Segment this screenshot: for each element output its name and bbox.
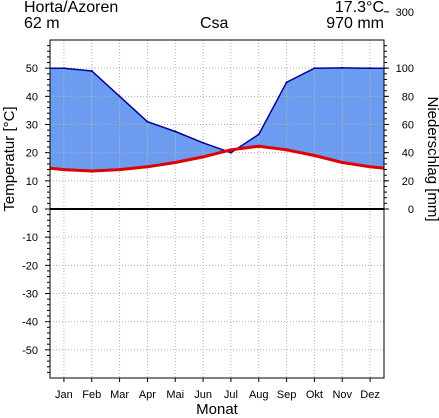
temperature-point [229, 148, 233, 152]
humid-area [63, 68, 92, 171]
temperature-point [368, 165, 372, 169]
month-label: Jun [194, 389, 212, 401]
month-label: Nov [332, 389, 352, 401]
precipitation-point [174, 130, 177, 133]
precipitation-tick-label: 0 [408, 204, 414, 216]
precipitation-point [146, 120, 149, 123]
temperature-point [90, 169, 94, 173]
y-axis-title-left: Temperatur [°C] [1, 106, 18, 211]
humid-area [370, 68, 384, 169]
precipitation-point [118, 95, 121, 98]
humid-area [91, 70, 120, 171]
temperature-point [201, 155, 205, 159]
precipitation-tick-label: 40 [402, 148, 414, 160]
y-axis-title-right: Niederschlag [mm] [424, 96, 439, 221]
humid-area [342, 67, 371, 167]
precipitation-point [313, 67, 316, 70]
temperature-point [285, 148, 289, 152]
temperature-tick-label: -20 [22, 260, 38, 272]
series-lines [49, 66, 385, 173]
precipitation-point [257, 133, 260, 136]
mean-temperature: 17.3°C [334, 0, 384, 16]
temperature-tick-label: -40 [22, 317, 38, 329]
month-label: Okt [306, 389, 323, 401]
area-fills [50, 67, 384, 171]
temperature-tick-label: 40 [26, 91, 38, 103]
precipitation-tick-label: 20 [402, 176, 414, 188]
humid-area [314, 67, 343, 163]
temperature-point [312, 153, 316, 157]
month-label: Jan [55, 389, 73, 401]
station-name: Horta/Azoren [24, 0, 119, 16]
month-label: Jul [224, 389, 238, 401]
temperature-tick-label: 50 [26, 63, 38, 75]
month-label: Feb [82, 389, 101, 401]
x-axis-title: Monat [196, 401, 239, 418]
month-label: Sep [277, 389, 297, 401]
humid-area [147, 121, 176, 167]
temperature-tick-label: 30 [26, 120, 38, 132]
temperature-tick-label: 20 [26, 148, 38, 160]
precipitation-point [62, 67, 65, 70]
precipitation-tick-label: 80 [402, 91, 414, 103]
precipitation-tick-label: 100 [396, 63, 414, 75]
humid-area [119, 96, 148, 170]
temperature-tick-label: -10 [22, 232, 38, 244]
precipitation-point [229, 151, 232, 154]
humid-area [286, 68, 315, 156]
month-label: Mar [110, 389, 129, 401]
month-label: Aug [249, 389, 269, 401]
temperature-tick-label: 0 [32, 204, 38, 216]
temperature-point [118, 168, 122, 172]
temperature-point [62, 168, 66, 172]
temperature-point [340, 161, 344, 165]
station-elevation: 62 m [24, 15, 60, 32]
climate-classification: Csa [200, 15, 229, 32]
temperature-point [173, 161, 177, 165]
precipitation-tick-label: 300 [396, 7, 414, 19]
axes [45, 11, 389, 382]
precipitation-line [50, 67, 384, 154]
humid-area [258, 82, 287, 150]
temperature-tick-label: -30 [22, 289, 38, 301]
precipitation-point [369, 67, 372, 70]
temperature-tick-label: 10 [26, 176, 38, 188]
precipitation-point [90, 69, 93, 72]
month-label: Apr [139, 389, 156, 401]
humid-area [203, 142, 227, 157]
temperature-line [49, 144, 385, 173]
annual-precipitation: 970 mm [326, 15, 384, 32]
temperature-tick-label: -50 [22, 345, 38, 357]
precipitation-point [285, 81, 288, 84]
humid-area [50, 68, 64, 170]
precipitation-tick-label: 60 [402, 120, 414, 132]
humid-area [175, 131, 204, 163]
precipitation-point [202, 141, 205, 144]
precipitation-point [341, 66, 344, 69]
month-label: Dez [360, 389, 380, 401]
temperature-point [145, 165, 149, 169]
month-label: Mai [166, 389, 184, 401]
temperature-point [257, 144, 261, 148]
